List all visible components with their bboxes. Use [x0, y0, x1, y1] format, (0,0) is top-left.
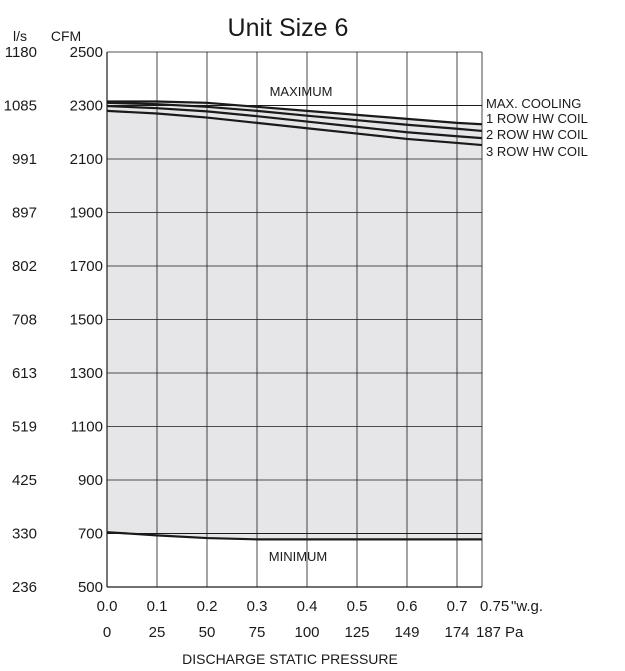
shaded-region — [107, 101, 482, 540]
x-tick-label-wg: 0.6 — [397, 598, 418, 615]
x-axis-label: DISCHARGE STATIC PRESSURE — [182, 651, 398, 667]
x-tick-label-wg: 0.5 — [347, 598, 368, 615]
y-tick-label-ls: 991 — [12, 151, 37, 168]
x-tick-label-pa: 50 — [199, 624, 216, 641]
series-line — [106, 104, 483, 140]
x-tick-label-pa: 125 — [344, 624, 369, 641]
x-unit-wg: "w.g. — [511, 598, 543, 615]
series-label: MAX. COOLING — [486, 96, 581, 111]
y-tick-label-ls: 236 — [12, 579, 37, 596]
x-unit-pa: Pa — [505, 624, 524, 641]
series-label: 2 ROW HW COIL — [486, 127, 588, 142]
x-tick-label-wg: 0.3 — [247, 598, 268, 615]
y-tick-label-ls: 613 — [12, 365, 37, 382]
y-tick-label-cfm: 1100 — [71, 419, 103, 436]
x-tick-label-wg: 0.7 — [447, 598, 468, 615]
reference-label-maximum: MAXIMUM — [270, 84, 333, 99]
reference-label-minimum: MINIMUM — [269, 549, 328, 564]
y-tick-label-cfm: 700 — [78, 526, 103, 543]
y-tick-label-cfm: 1700 — [70, 258, 103, 275]
series-label: 3 ROW HW COIL — [486, 144, 588, 159]
y-tick-label-ls: 802 — [12, 258, 37, 275]
series-line — [106, 101, 483, 133]
y-unit-cfm: CFM — [51, 28, 81, 44]
y-tick-label-ls: 519 — [12, 419, 37, 436]
y-tick-label-ls: 1085 — [4, 98, 37, 115]
chart-title: Unit Size 6 — [228, 14, 349, 42]
series-label: 1 ROW HW COIL — [486, 111, 588, 126]
y-tick-label-cfm: 500 — [78, 579, 103, 596]
x-tick-label-pa: 0 — [103, 624, 111, 641]
y-tick-label-cfm: 900 — [78, 472, 103, 489]
y-tick-label-cfm: 1300 — [70, 365, 103, 382]
x-tick-label-wg: 0.2 — [197, 598, 218, 615]
x-tick-label-pa: 75 — [249, 624, 266, 641]
series-line — [106, 109, 483, 147]
y-tick-label-cfm: 1500 — [70, 312, 103, 329]
y-tick-label-ls: 330 — [12, 526, 37, 543]
x-tick-label-pa: 149 — [394, 624, 419, 641]
y-tick-label-cfm: 2100 — [70, 151, 103, 168]
y-tick-label-cfm: 2500 — [70, 44, 103, 61]
y-tick-label-ls: 708 — [12, 312, 37, 329]
x-tick-label-pa: 100 — [294, 624, 319, 641]
x-tick-label-wg: 0.1 — [147, 598, 168, 615]
y-tick-label-ls: 1180 — [5, 44, 37, 61]
y-tick-label-cfm: 1900 — [70, 205, 103, 222]
x-tick-label-wg: 0.4 — [297, 598, 318, 615]
series-line — [106, 531, 482, 541]
x-tick-label-wg: 0.0 — [97, 598, 118, 615]
series-line — [107, 100, 483, 126]
x-tick-label-wg: 0.75 — [480, 598, 509, 615]
y-unit-ls: l/s — [13, 28, 27, 44]
x-tick-label-pa: 174 — [444, 624, 469, 641]
y-tick-label-ls: 425 — [12, 472, 37, 489]
x-tick-label-pa: 25 — [149, 624, 166, 641]
x-tick-label-pa: 187 — [476, 624, 501, 641]
y-tick-label-ls: 897 — [12, 205, 37, 222]
plot-area: 2500 1180 2300 1085 2100 991 1900 897 1700 802 150… — [4, 44, 588, 641]
y-tick-label-cfm: 2300 — [70, 98, 103, 115]
